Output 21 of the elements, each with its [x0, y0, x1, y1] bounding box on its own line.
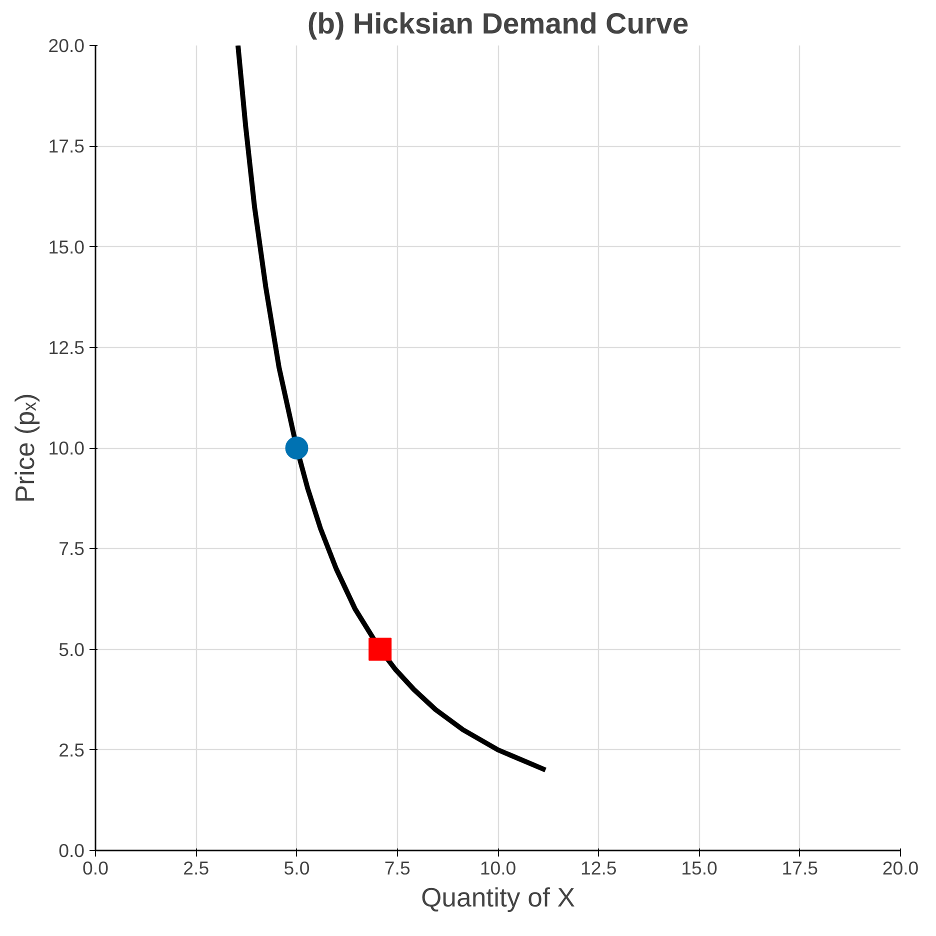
x-tick-label: 17.5	[782, 858, 818, 878]
y-tick-label: 0.0	[58, 840, 85, 861]
y-tick-label: 7.5	[58, 538, 85, 560]
x-tick-label: 2.5	[183, 858, 210, 878]
x-tick-label: 5.0	[284, 858, 310, 878]
x-tick-label: 15.0	[681, 858, 718, 878]
x-tick-label: 10.0	[480, 858, 516, 878]
y-tick-label: 17.5	[48, 136, 84, 157]
x-tick-label: 0.0	[82, 858, 108, 878]
y-axis-title: Price (pₓ)	[10, 393, 40, 503]
x-tick-label: 20.0	[882, 858, 919, 878]
chart-title: (b) Hicksian Demand Curve	[307, 8, 689, 40]
x-axis-title: Quantity of X	[420, 882, 576, 912]
y-tick-label: 2.5	[58, 739, 85, 760]
y-tick-label: 10.0	[48, 438, 84, 458]
y-tick-label: 20.0	[48, 35, 84, 56]
x-tick-label: 12.5	[580, 858, 617, 878]
x-tick-label: 7.5	[384, 858, 410, 878]
y-tick-label: 12.5	[48, 336, 84, 358]
y-tick-label: 5.0	[58, 638, 85, 660]
y-tick-label: 15.0	[48, 236, 84, 258]
